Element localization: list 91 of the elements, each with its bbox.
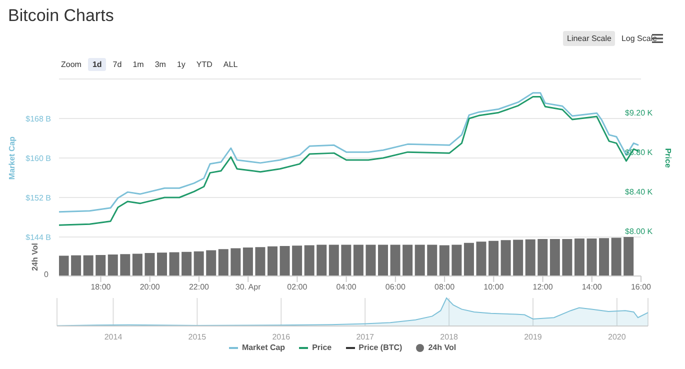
- bar: [439, 245, 450, 276]
- bar: [255, 247, 266, 276]
- bar: [268, 246, 278, 276]
- bar: [378, 244, 388, 276]
- y-tick-label: $168 B: [26, 114, 51, 124]
- bar: [218, 249, 228, 276]
- bar: [624, 237, 634, 276]
- y-tick-label: $144 B: [26, 232, 51, 242]
- text: 1m: [132, 59, 145, 71]
- bar: [586, 238, 597, 276]
- bar: [488, 240, 499, 276]
- x-tick-label: 2016: [272, 332, 291, 342]
- x-tick-label: 2019: [524, 332, 542, 342]
- x-tick-label: 2018: [440, 332, 458, 342]
- x-tick-label: 04:00: [336, 282, 357, 292]
- y2-tick-label: $8.00 K: [625, 227, 654, 236]
- bar: [464, 242, 474, 276]
- text: 7d: [112, 59, 123, 71]
- bar: [452, 244, 462, 276]
- bar: [562, 238, 572, 276]
- bar: [611, 238, 622, 276]
- legend-label: Market Cap: [242, 343, 286, 352]
- legend-label: Price: [312, 343, 332, 352]
- bar: [96, 254, 106, 276]
- text: 3m: [154, 59, 167, 71]
- bar: [59, 256, 69, 276]
- x-tick-label: 14:00: [582, 282, 602, 292]
- bar: [144, 252, 155, 276]
- chart-title: Bitcoin Charts: [8, 6, 114, 26]
- x-tick-label: 06:00: [385, 282, 406, 292]
- y2-tick-label: $8.40 K: [625, 188, 654, 196]
- bar: [525, 239, 536, 276]
- bar: [280, 246, 290, 276]
- bar: [206, 250, 216, 276]
- bar: [71, 255, 82, 276]
- y-axis-title: 24h Vol: [30, 243, 40, 271]
- text: 1d: [88, 58, 106, 71]
- x-tick-label: 18:00: [90, 282, 112, 292]
- bar: [402, 244, 413, 276]
- bar: [328, 244, 339, 276]
- text: 1y: [176, 59, 186, 71]
- bar: [414, 244, 425, 276]
- bar: [574, 238, 584, 276]
- bar: [194, 251, 204, 276]
- bar: [500, 240, 511, 276]
- bar: [550, 238, 560, 276]
- text: YTD: [195, 59, 214, 71]
- text: ALL: [222, 59, 239, 71]
- bar: [242, 248, 253, 276]
- bar: [230, 248, 241, 276]
- bar: [108, 254, 118, 276]
- bar: [538, 238, 548, 276]
- bar: [120, 254, 130, 276]
- y-tick-label: $152 B: [26, 193, 51, 202]
- bar: [304, 245, 314, 276]
- text: Linear Scale: [563, 31, 616, 46]
- x-tick-label: 2017: [356, 332, 375, 342]
- bar: [513, 240, 524, 276]
- x-tick-label: 12:00: [532, 282, 554, 292]
- x-tick-label: 16:00: [630, 282, 652, 292]
- y-tick-label: $160 B: [26, 154, 51, 163]
- x-tick-label: 2014: [104, 332, 123, 342]
- bar: [157, 252, 167, 276]
- legend-label: 24h Vol: [428, 343, 456, 352]
- x-tick-label: 10:00: [484, 282, 504, 292]
- bar: [182, 252, 192, 276]
- bar: [316, 244, 327, 276]
- x-tick-label: 08:00: [434, 282, 456, 292]
- legend-label: Price (BTC): [358, 343, 402, 352]
- x-tick-label: 22:00: [188, 282, 210, 292]
- y2-tick-label: $9.20 K: [625, 108, 654, 118]
- bar: [366, 244, 376, 276]
- bar: [83, 255, 94, 276]
- bar: [353, 244, 364, 276]
- bar: [427, 244, 438, 276]
- x-tick-label: 30. Apr: [235, 282, 262, 292]
- bar: [341, 244, 352, 276]
- bar: [292, 246, 302, 276]
- bar: [169, 252, 180, 276]
- y2-axis-title: Price: [664, 148, 672, 168]
- x-tick-label: 2020: [608, 332, 626, 342]
- text: 0: [44, 270, 48, 279]
- bar: [132, 254, 142, 276]
- x-tick-label: 02:00: [287, 282, 308, 292]
- y-axis-title: Market Cap: [8, 136, 16, 180]
- bar: [476, 242, 486, 276]
- bar: [599, 238, 610, 276]
- text: Zoom: [60, 59, 82, 71]
- x-tick-label: 2015: [188, 332, 207, 342]
- x-tick-label: 20:00: [140, 282, 160, 292]
- bar: [390, 244, 400, 276]
